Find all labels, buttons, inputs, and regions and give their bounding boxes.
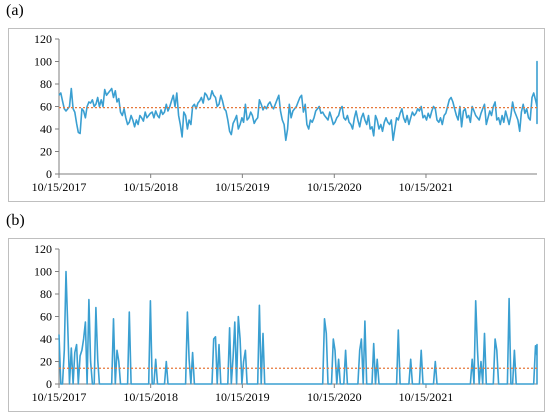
y-tick-label: 20 (40, 355, 52, 369)
x-tick-label: 10/15/2021 (399, 390, 454, 404)
chart-b: 0 20 40 60 80 100 120 10/15/2017 10/15/2018 10/15… (32, 242, 538, 404)
y-tick-label: 0 (46, 167, 52, 181)
y-tick-label: 0 (46, 377, 52, 391)
chart-b-frame: 0 20 40 60 80 100 120 10/15/2017 10/15/2018 10/15… (8, 238, 545, 412)
y-tick-label: 80 (40, 287, 52, 301)
series-line-0 (58, 270, 538, 385)
y-tick-label: 60 (40, 310, 52, 324)
x-tick-label: 10/15/2020 (307, 390, 362, 404)
x-tick-label: 10/15/2021 (399, 180, 454, 194)
x-tick-label: 10/15/2020 (307, 180, 362, 194)
panel-label-b: (b) (6, 212, 25, 229)
y-tick-label: 80 (40, 77, 52, 91)
chart-a: 0 20 40 60 80 100 120 10/15/2017 10/15/2018 10/15… (32, 32, 538, 194)
y-tick-label: 20 (40, 145, 52, 159)
x-tick-label: 10/15/2019 (215, 390, 270, 404)
x-tick-label: 10/15/2019 (215, 180, 270, 194)
y-tick-label: 120 (34, 32, 52, 46)
y-tick-label: 60 (40, 100, 52, 114)
y-tick-label: 100 (34, 55, 52, 69)
chart-a-frame: 0 20 40 60 80 100 120 10/15/2017 10/15/2018 10/15… (8, 28, 545, 202)
x-tick-label: 10/15/2017 (32, 390, 87, 404)
y-tick-label: 40 (40, 332, 52, 346)
y-tick-label: 40 (40, 122, 52, 136)
y-tick-label: 120 (34, 242, 52, 256)
x-tick-label: 10/15/2017 (32, 180, 87, 194)
x-tick-label: 10/15/2018 (123, 390, 178, 404)
panel-label-a: (a) (6, 2, 24, 19)
series-line-0 (58, 60, 538, 142)
x-tick-label: 10/15/2018 (123, 180, 178, 194)
y-tick-label: 100 (34, 265, 52, 279)
